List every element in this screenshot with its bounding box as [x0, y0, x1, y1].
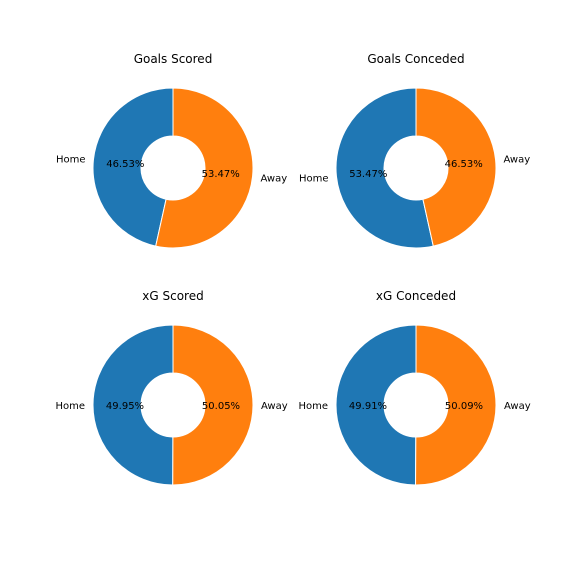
- slice-label-away: Away: [503, 154, 530, 165]
- chart-xg-conceded: xG Conceded Home Away 49.91% 50.09%: [298, 289, 531, 486]
- slice-percent-home: 53.47%: [349, 169, 387, 180]
- chart-goals-conceded: Goals Conceded Home Away 53.47% 46.53%: [299, 52, 530, 249]
- slice-away: [172, 324, 254, 486]
- slice-percent-home: 49.95%: [106, 401, 144, 412]
- slice-away: [415, 324, 497, 486]
- slice-label-away: Away: [504, 401, 531, 412]
- slice-home: [92, 87, 174, 247]
- chart-title: xG Conceded: [376, 289, 456, 303]
- chart-title: xG Scored: [142, 289, 203, 303]
- slice-label-home: Home: [55, 401, 85, 412]
- slice-percent-away: 50.05%: [202, 401, 240, 412]
- slice-label-home: Home: [299, 174, 329, 185]
- chart-goals-scored: Goals Scored Home Away 46.53% 53.47%: [56, 52, 287, 249]
- chart-title: Goals Scored: [134, 52, 213, 66]
- slice-away: [155, 87, 254, 249]
- slice-label-home: Home: [298, 401, 328, 412]
- slice-label-away: Away: [260, 174, 287, 185]
- chart-xg-scored: xG Scored Home Away 49.95% 50.05%: [55, 289, 288, 486]
- slice-percent-away: 53.47%: [202, 169, 240, 180]
- slice-label-away: Away: [261, 401, 288, 412]
- slice-percent-away: 50.09%: [445, 401, 483, 412]
- chart-title: Goals Conceded: [367, 52, 464, 66]
- slice-home: [335, 324, 417, 486]
- slice-percent-home: 49.91%: [349, 401, 387, 412]
- slice-label-home: Home: [56, 154, 86, 165]
- slice-away: [415, 87, 497, 247]
- slice-home: [335, 87, 434, 249]
- slice-percent-away: 46.53%: [445, 159, 483, 170]
- slice-percent-home: 46.53%: [106, 159, 144, 170]
- slice-home: [92, 324, 174, 486]
